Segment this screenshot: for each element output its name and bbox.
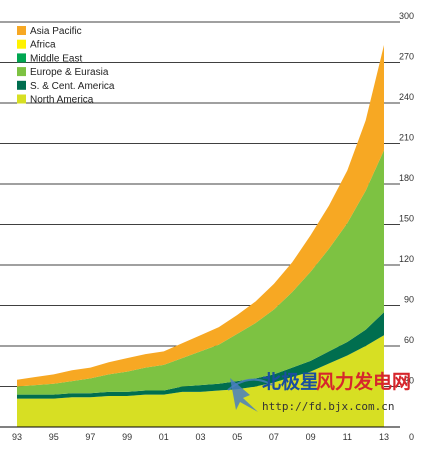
- y-tick-label: 180: [399, 173, 414, 183]
- legend-label: S. & Cent. America: [30, 81, 115, 92]
- x-tick-label: 97: [85, 432, 95, 442]
- x-axis-ticks: 93 95 97 99 01 03 05 07 09 11 13: [12, 432, 389, 442]
- x-tick-label: 07: [269, 432, 279, 442]
- y-tick-label: 240: [399, 92, 414, 102]
- legend-swatch: [17, 39, 26, 49]
- watermark-text-red: 风力发电网: [316, 370, 411, 393]
- x-tick-label: 99: [122, 432, 132, 442]
- legend-label: Middle East: [30, 53, 82, 64]
- area-series: [17, 44, 384, 427]
- legend-label: Europe & Eurasia: [30, 67, 109, 78]
- y-tick-label: 270: [399, 52, 414, 62]
- legend-swatch: [17, 53, 26, 63]
- y-tick-label: 30: [404, 376, 414, 386]
- watermark: 北极星 风力发电网 http://fd.bjx.com.cn: [227, 370, 411, 413]
- legend-label: Asia Pacific: [30, 26, 82, 37]
- watermark-text-blue: 北极星: [262, 370, 319, 393]
- x-tick-label: 93: [12, 432, 22, 442]
- y-tick-label: 210: [399, 133, 414, 143]
- y-tick-label: 150: [399, 214, 414, 224]
- x-tick-label: 09: [306, 432, 316, 442]
- y-tick-label: 0: [409, 432, 414, 442]
- x-tick-label: 95: [49, 432, 59, 442]
- area-s-cent-america: [17, 312, 384, 399]
- y-tick-label: 300: [399, 11, 414, 21]
- x-tick-label: 05: [232, 432, 242, 442]
- x-tick-label: 01: [159, 432, 169, 442]
- legend: Asia Pacific Africa Middle East Europe & Eu…: [17, 26, 115, 106]
- watermark-logo-icon: [227, 378, 273, 412]
- y-axis-ticks: 0 30 60 90 120 150 180 210 240 270 300: [399, 11, 414, 442]
- y-tick-label: 60: [404, 335, 414, 345]
- y-tick-label: 90: [404, 295, 414, 305]
- x-tick-label: 11: [343, 432, 352, 442]
- area-europe-eurasia: [17, 150, 384, 395]
- legend-swatch: [17, 80, 26, 90]
- legend-label: North America: [30, 95, 94, 106]
- legend-swatch: [17, 67, 26, 77]
- y-tick-label: 120: [399, 254, 414, 264]
- x-tick-label: 03: [195, 432, 205, 442]
- watermark-url: http://fd.bjx.com.cn: [262, 400, 394, 413]
- area-north-america: [17, 335, 384, 427]
- legend-swatch: [17, 94, 26, 104]
- grid-lines: [0, 21, 400, 387]
- legend-swatch: [17, 26, 26, 35]
- legend-label: Africa: [30, 40, 56, 51]
- x-tick-label: 13: [379, 432, 389, 442]
